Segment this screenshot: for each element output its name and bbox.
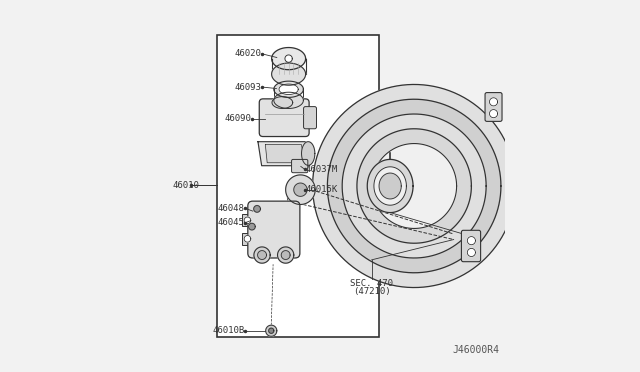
Polygon shape xyxy=(266,325,277,336)
Polygon shape xyxy=(374,167,406,205)
Text: 46010: 46010 xyxy=(172,181,199,190)
FancyBboxPatch shape xyxy=(485,93,502,121)
Text: 46045: 46045 xyxy=(218,218,244,227)
Polygon shape xyxy=(342,114,486,258)
Polygon shape xyxy=(258,251,266,260)
Text: 46093: 46093 xyxy=(235,83,262,92)
Polygon shape xyxy=(490,110,497,118)
Polygon shape xyxy=(253,206,260,212)
Text: (47210): (47210) xyxy=(353,287,390,296)
Polygon shape xyxy=(258,142,309,166)
Bar xyxy=(243,233,253,245)
Polygon shape xyxy=(278,247,294,263)
FancyBboxPatch shape xyxy=(259,99,309,137)
Polygon shape xyxy=(254,247,270,263)
Polygon shape xyxy=(281,251,290,260)
Polygon shape xyxy=(301,142,315,165)
FancyBboxPatch shape xyxy=(248,201,300,258)
Text: 46048: 46048 xyxy=(218,203,244,213)
Polygon shape xyxy=(328,99,501,273)
Bar xyxy=(243,214,253,226)
Polygon shape xyxy=(271,63,306,85)
FancyBboxPatch shape xyxy=(303,107,317,129)
Polygon shape xyxy=(269,328,274,333)
Polygon shape xyxy=(490,98,497,106)
Text: 46037M: 46037M xyxy=(305,165,337,174)
Polygon shape xyxy=(294,183,307,196)
Text: 46010B: 46010B xyxy=(212,326,244,335)
Polygon shape xyxy=(272,97,292,109)
Polygon shape xyxy=(274,81,303,97)
Polygon shape xyxy=(367,160,413,212)
Polygon shape xyxy=(279,84,298,94)
Polygon shape xyxy=(357,129,472,243)
Bar xyxy=(216,35,379,337)
Text: 46020: 46020 xyxy=(235,49,262,58)
Polygon shape xyxy=(248,223,255,230)
Polygon shape xyxy=(274,92,303,109)
Polygon shape xyxy=(244,217,251,224)
Polygon shape xyxy=(266,145,303,163)
Text: SEC. 470: SEC. 470 xyxy=(350,279,393,288)
FancyBboxPatch shape xyxy=(292,160,308,173)
Text: 46015K: 46015K xyxy=(305,185,337,194)
Polygon shape xyxy=(313,84,516,288)
Polygon shape xyxy=(372,144,456,228)
Polygon shape xyxy=(244,235,251,242)
Polygon shape xyxy=(271,48,306,70)
Polygon shape xyxy=(379,173,401,199)
Text: J46000R4: J46000R4 xyxy=(452,345,499,355)
Polygon shape xyxy=(467,237,476,245)
Polygon shape xyxy=(467,248,476,257)
Polygon shape xyxy=(285,175,316,205)
Text: 46090: 46090 xyxy=(225,114,252,123)
Polygon shape xyxy=(285,55,292,62)
FancyBboxPatch shape xyxy=(461,230,481,262)
